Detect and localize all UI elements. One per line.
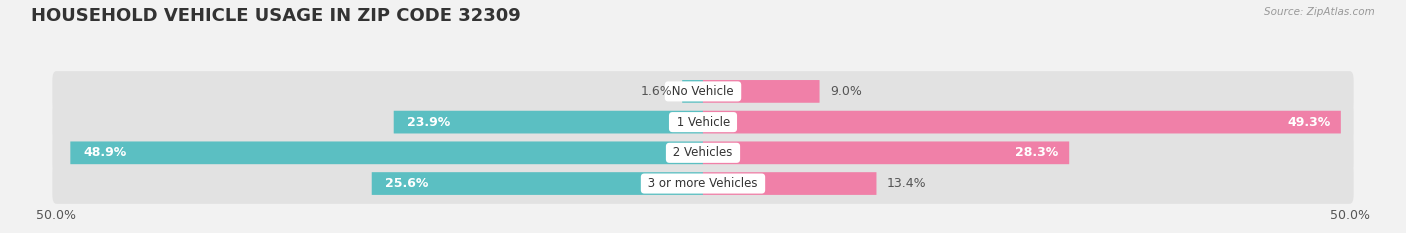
Text: HOUSEHOLD VEHICLE USAGE IN ZIP CODE 32309: HOUSEHOLD VEHICLE USAGE IN ZIP CODE 3230… (31, 7, 520, 25)
Text: 3 or more Vehicles: 3 or more Vehicles (644, 177, 762, 190)
Text: 28.3%: 28.3% (1015, 146, 1059, 159)
Text: 1.6%: 1.6% (640, 85, 672, 98)
FancyBboxPatch shape (703, 172, 876, 195)
Text: 1 Vehicle: 1 Vehicle (672, 116, 734, 129)
FancyBboxPatch shape (52, 163, 1354, 204)
Text: 2 Vehicles: 2 Vehicles (669, 146, 737, 159)
Text: 13.4%: 13.4% (887, 177, 927, 190)
FancyBboxPatch shape (52, 133, 1354, 173)
FancyBboxPatch shape (703, 141, 1069, 164)
Text: No Vehicle: No Vehicle (668, 85, 738, 98)
FancyBboxPatch shape (70, 141, 703, 164)
Text: Source: ZipAtlas.com: Source: ZipAtlas.com (1264, 7, 1375, 17)
FancyBboxPatch shape (703, 80, 820, 103)
Text: 23.9%: 23.9% (406, 116, 450, 129)
FancyBboxPatch shape (52, 71, 1354, 112)
FancyBboxPatch shape (394, 111, 703, 134)
FancyBboxPatch shape (371, 172, 703, 195)
FancyBboxPatch shape (52, 102, 1354, 142)
Text: 25.6%: 25.6% (385, 177, 429, 190)
Text: 48.9%: 48.9% (83, 146, 127, 159)
FancyBboxPatch shape (703, 111, 1341, 134)
Text: 49.3%: 49.3% (1286, 116, 1330, 129)
Text: 9.0%: 9.0% (830, 85, 862, 98)
FancyBboxPatch shape (682, 80, 703, 103)
